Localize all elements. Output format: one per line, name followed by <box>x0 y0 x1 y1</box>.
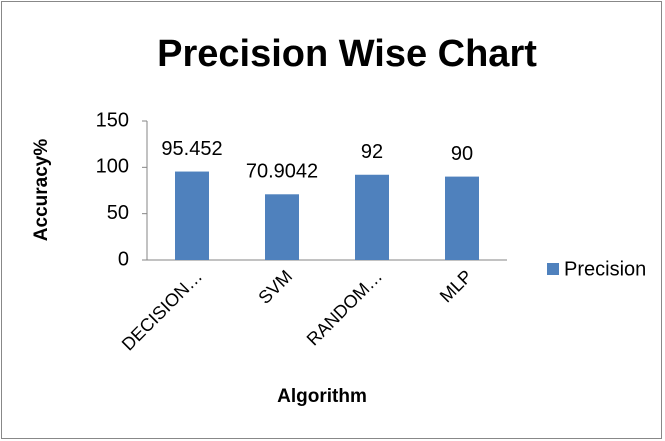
bar <box>265 194 299 260</box>
y-tick-label: 100 <box>96 156 129 178</box>
y-tick-label: 150 <box>96 109 129 131</box>
data-label: 95.452 <box>161 138 222 160</box>
y-tick-label: 50 <box>107 202 129 224</box>
data-label: 90 <box>451 143 473 165</box>
y-axis-title: Accuracy% <box>31 139 52 242</box>
x-axis-title: Algorithm <box>277 386 367 407</box>
y-tick-label: 0 <box>118 248 129 270</box>
bar <box>175 171 209 260</box>
bar <box>445 176 479 260</box>
legend-label: Precision <box>564 258 646 280</box>
data-label: 70.9042 <box>246 161 318 183</box>
bar <box>355 174 389 260</box>
chart-title: Precision Wise Chart <box>157 33 537 75</box>
data-label: 92 <box>361 141 383 163</box>
legend-swatch <box>547 263 559 275</box>
